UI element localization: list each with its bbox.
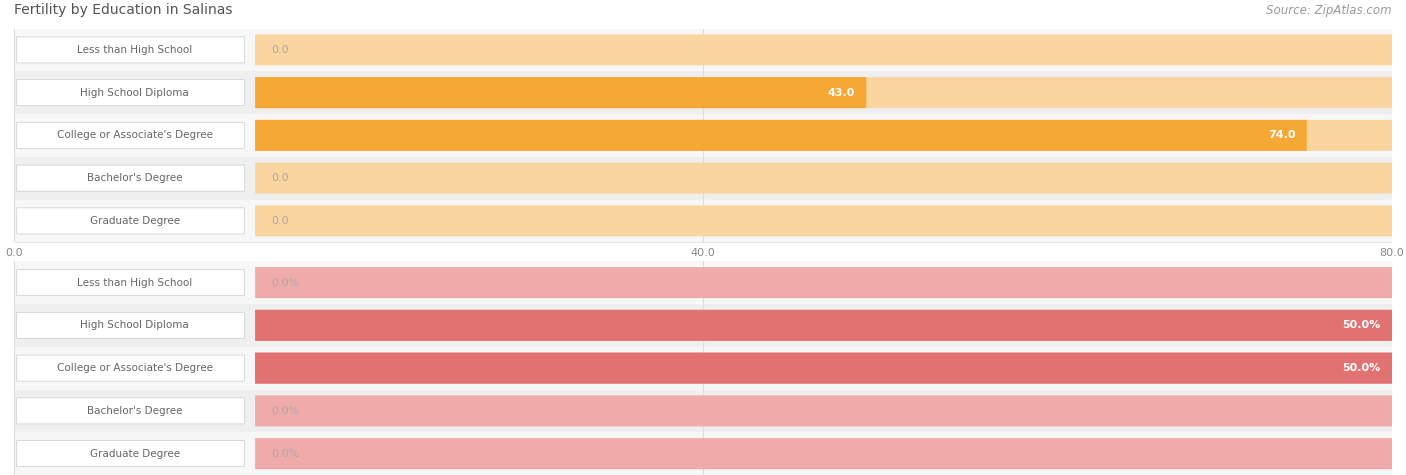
FancyBboxPatch shape: [254, 120, 1306, 151]
FancyBboxPatch shape: [14, 71, 1392, 114]
Text: Less than High School: Less than High School: [77, 45, 193, 55]
FancyBboxPatch shape: [254, 34, 1392, 66]
FancyBboxPatch shape: [17, 313, 245, 338]
Text: 0.0%: 0.0%: [271, 406, 299, 416]
FancyBboxPatch shape: [254, 120, 1392, 151]
Text: 74.0: 74.0: [1268, 130, 1296, 141]
Text: 0.0: 0.0: [271, 173, 290, 183]
FancyBboxPatch shape: [14, 432, 1392, 475]
FancyBboxPatch shape: [254, 267, 1392, 298]
Text: Source: ZipAtlas.com: Source: ZipAtlas.com: [1267, 4, 1392, 17]
FancyBboxPatch shape: [254, 205, 1392, 237]
FancyBboxPatch shape: [254, 162, 1392, 194]
Text: College or Associate's Degree: College or Associate's Degree: [56, 363, 212, 373]
Text: Graduate Degree: Graduate Degree: [90, 448, 180, 459]
FancyBboxPatch shape: [17, 165, 245, 191]
FancyBboxPatch shape: [17, 123, 245, 148]
Text: Bachelor's Degree: Bachelor's Degree: [87, 173, 183, 183]
FancyBboxPatch shape: [254, 395, 1392, 427]
Text: High School Diploma: High School Diploma: [80, 87, 188, 98]
FancyBboxPatch shape: [17, 398, 245, 424]
Text: 43.0: 43.0: [828, 87, 855, 98]
FancyBboxPatch shape: [254, 77, 1392, 108]
FancyBboxPatch shape: [254, 310, 1392, 341]
FancyBboxPatch shape: [17, 208, 245, 234]
FancyBboxPatch shape: [14, 261, 1392, 304]
Text: Graduate Degree: Graduate Degree: [90, 216, 180, 226]
Text: 50.0%: 50.0%: [1343, 363, 1381, 373]
FancyBboxPatch shape: [17, 270, 245, 295]
FancyBboxPatch shape: [14, 114, 1392, 157]
FancyBboxPatch shape: [14, 157, 1392, 200]
Text: 0.0: 0.0: [271, 216, 290, 226]
FancyBboxPatch shape: [254, 77, 866, 108]
Text: Fertility by Education in Salinas: Fertility by Education in Salinas: [14, 3, 232, 17]
FancyBboxPatch shape: [254, 352, 1392, 384]
FancyBboxPatch shape: [14, 28, 1392, 71]
Text: Less than High School: Less than High School: [77, 277, 193, 288]
Text: 0.0%: 0.0%: [271, 448, 299, 459]
FancyBboxPatch shape: [14, 390, 1392, 432]
FancyBboxPatch shape: [254, 438, 1392, 469]
Text: Bachelor's Degree: Bachelor's Degree: [87, 406, 183, 416]
Text: 0.0: 0.0: [271, 45, 290, 55]
Text: 50.0%: 50.0%: [1343, 320, 1381, 331]
FancyBboxPatch shape: [254, 310, 1392, 341]
FancyBboxPatch shape: [254, 352, 1392, 384]
FancyBboxPatch shape: [14, 347, 1392, 390]
FancyBboxPatch shape: [14, 200, 1392, 242]
Text: 0.0%: 0.0%: [271, 277, 299, 288]
Text: High School Diploma: High School Diploma: [80, 320, 188, 331]
FancyBboxPatch shape: [17, 441, 245, 466]
FancyBboxPatch shape: [17, 80, 245, 105]
Text: College or Associate's Degree: College or Associate's Degree: [56, 130, 212, 141]
FancyBboxPatch shape: [14, 304, 1392, 347]
FancyBboxPatch shape: [17, 37, 245, 63]
FancyBboxPatch shape: [17, 355, 245, 381]
